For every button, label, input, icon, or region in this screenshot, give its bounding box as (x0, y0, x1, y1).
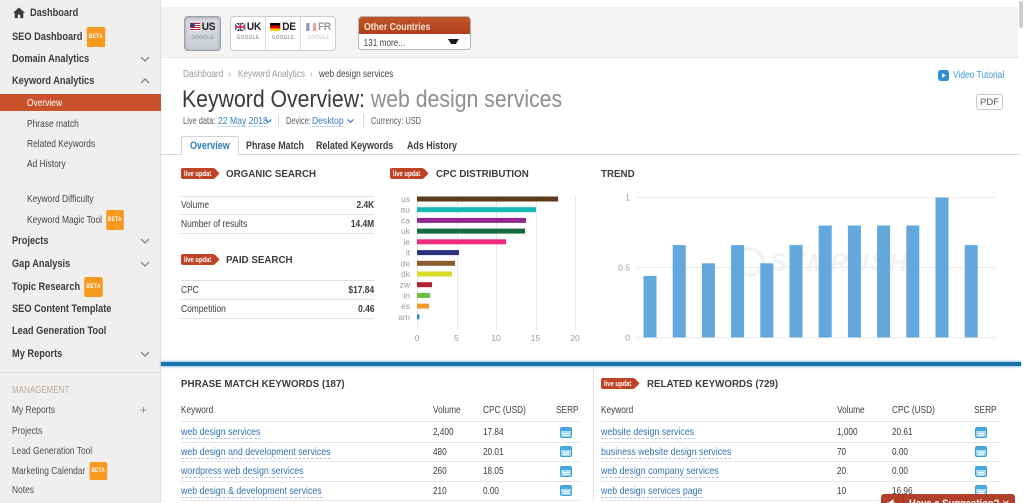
svg-text:de: de (401, 258, 411, 268)
svg-text:ie: ie (403, 237, 410, 247)
svg-text:uk: uk (401, 226, 411, 236)
svg-text:us: us (401, 194, 410, 204)
svg-text:dk: dk (401, 269, 411, 279)
svg-text:am: am (398, 312, 410, 322)
svg-text:0: 0 (415, 333, 420, 343)
svg-text:15: 15 (531, 333, 541, 343)
svg-text:10: 10 (491, 333, 501, 343)
svg-text:in: in (403, 290, 410, 300)
svg-text:0.5: 0.5 (618, 263, 630, 273)
svg-text:it: it (406, 248, 411, 258)
svg-text:0: 0 (625, 333, 630, 343)
svg-text:1: 1 (625, 193, 630, 203)
svg-text:au: au (401, 205, 411, 215)
svg-text:5: 5 (454, 333, 459, 343)
svg-text:20: 20 (570, 333, 580, 343)
svg-text:es: es (401, 301, 410, 311)
svg-text:zw: zw (400, 280, 411, 290)
svg-text:ca: ca (401, 215, 410, 225)
